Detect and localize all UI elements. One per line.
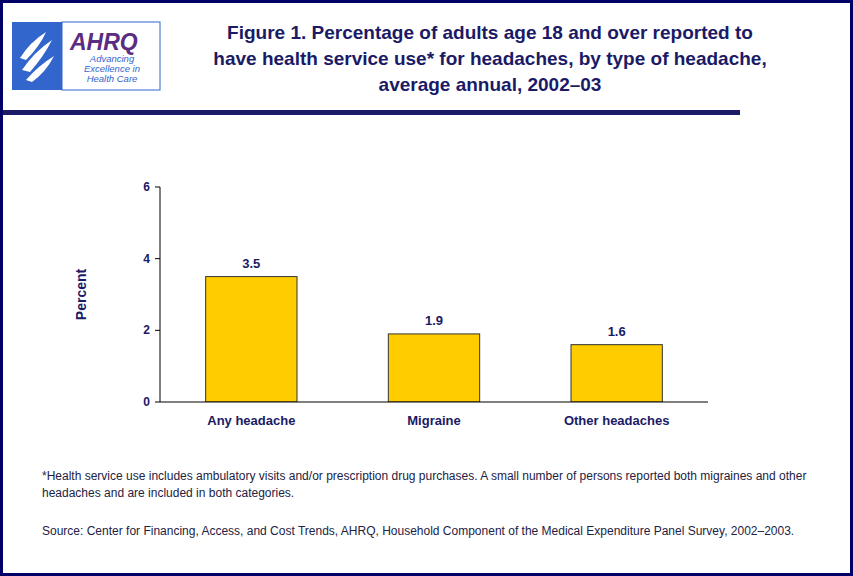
header-rule (3, 110, 740, 115)
bar (571, 345, 662, 402)
footnote: *Health service use includes ambulatory … (42, 468, 812, 502)
ahrq-logo (62, 22, 160, 90)
bar (206, 277, 297, 402)
y-tick (155, 402, 160, 403)
x-tick-label: Other headaches (564, 413, 670, 428)
logo-name: AHRQ (69, 29, 138, 55)
hhs-logo (12, 22, 62, 90)
hhs-eagle (20, 32, 54, 82)
frame (2, 2, 852, 575)
bars (206, 277, 663, 402)
y-tick (155, 330, 160, 331)
title: Figure 1. Percentage of adults age 18 an… (210, 20, 770, 98)
source: Source: Center for Financing, Access, an… (42, 523, 822, 540)
y-tick-label: 0 (143, 395, 150, 409)
y-tick-label: 6 (143, 180, 150, 194)
data-label: 1.9 (425, 313, 443, 328)
x-tick-label: Migraine (407, 413, 460, 428)
bar (388, 334, 479, 402)
y-tick-label: 4 (143, 252, 150, 266)
data-label: 3.5 (242, 256, 260, 271)
logo-tagline: Health Care (87, 73, 138, 84)
y-tick (155, 258, 160, 259)
x-tick-label: Any headache (207, 413, 295, 428)
y-axis (160, 187, 161, 402)
y-tick (155, 187, 160, 188)
x-axis (160, 402, 708, 403)
y-tick-label: 2 (143, 323, 150, 337)
data-label: 1.6 (608, 324, 626, 339)
y-axis-label: Percent (73, 268, 89, 320)
